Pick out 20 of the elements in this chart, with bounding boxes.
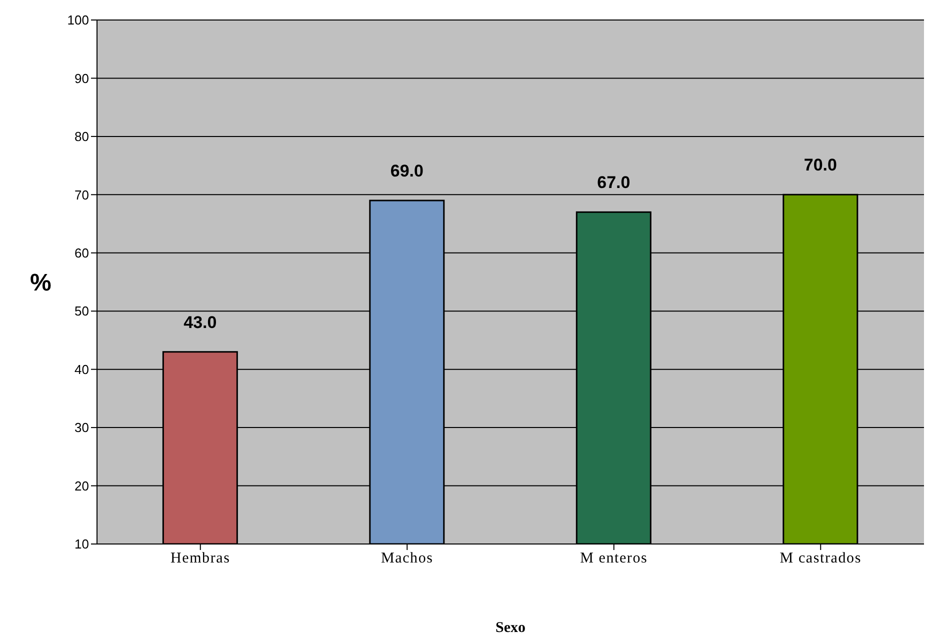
y-tick-label: 20 [74,478,89,494]
y-tick-label: 40 [74,362,89,377]
y-tick-label: 70 [74,187,89,202]
x-tick-label: M enteros [580,550,648,567]
y-tick-label: 10 [74,536,89,552]
y-tick-label: 80 [74,129,89,144]
y-tick-label: 90 [74,70,89,86]
data-label: 70.0 [804,156,837,175]
y-tick-label: 100 [67,12,89,28]
x-tick-label: Hembras [170,550,230,567]
y-tick-label: 60 [74,246,89,261]
x-tick-label: M castrados [780,550,862,567]
x-axis-title: Sexo [496,620,526,636]
y-axis-title: % [30,270,52,297]
data-label: 43.0 [184,312,217,332]
y-tick-label: 30 [74,420,89,436]
data-label: 69.0 [390,161,424,180]
data-label: 67.0 [597,173,630,192]
y-tick-label: 50 [74,304,89,319]
x-tick-label: Machos [380,550,434,567]
